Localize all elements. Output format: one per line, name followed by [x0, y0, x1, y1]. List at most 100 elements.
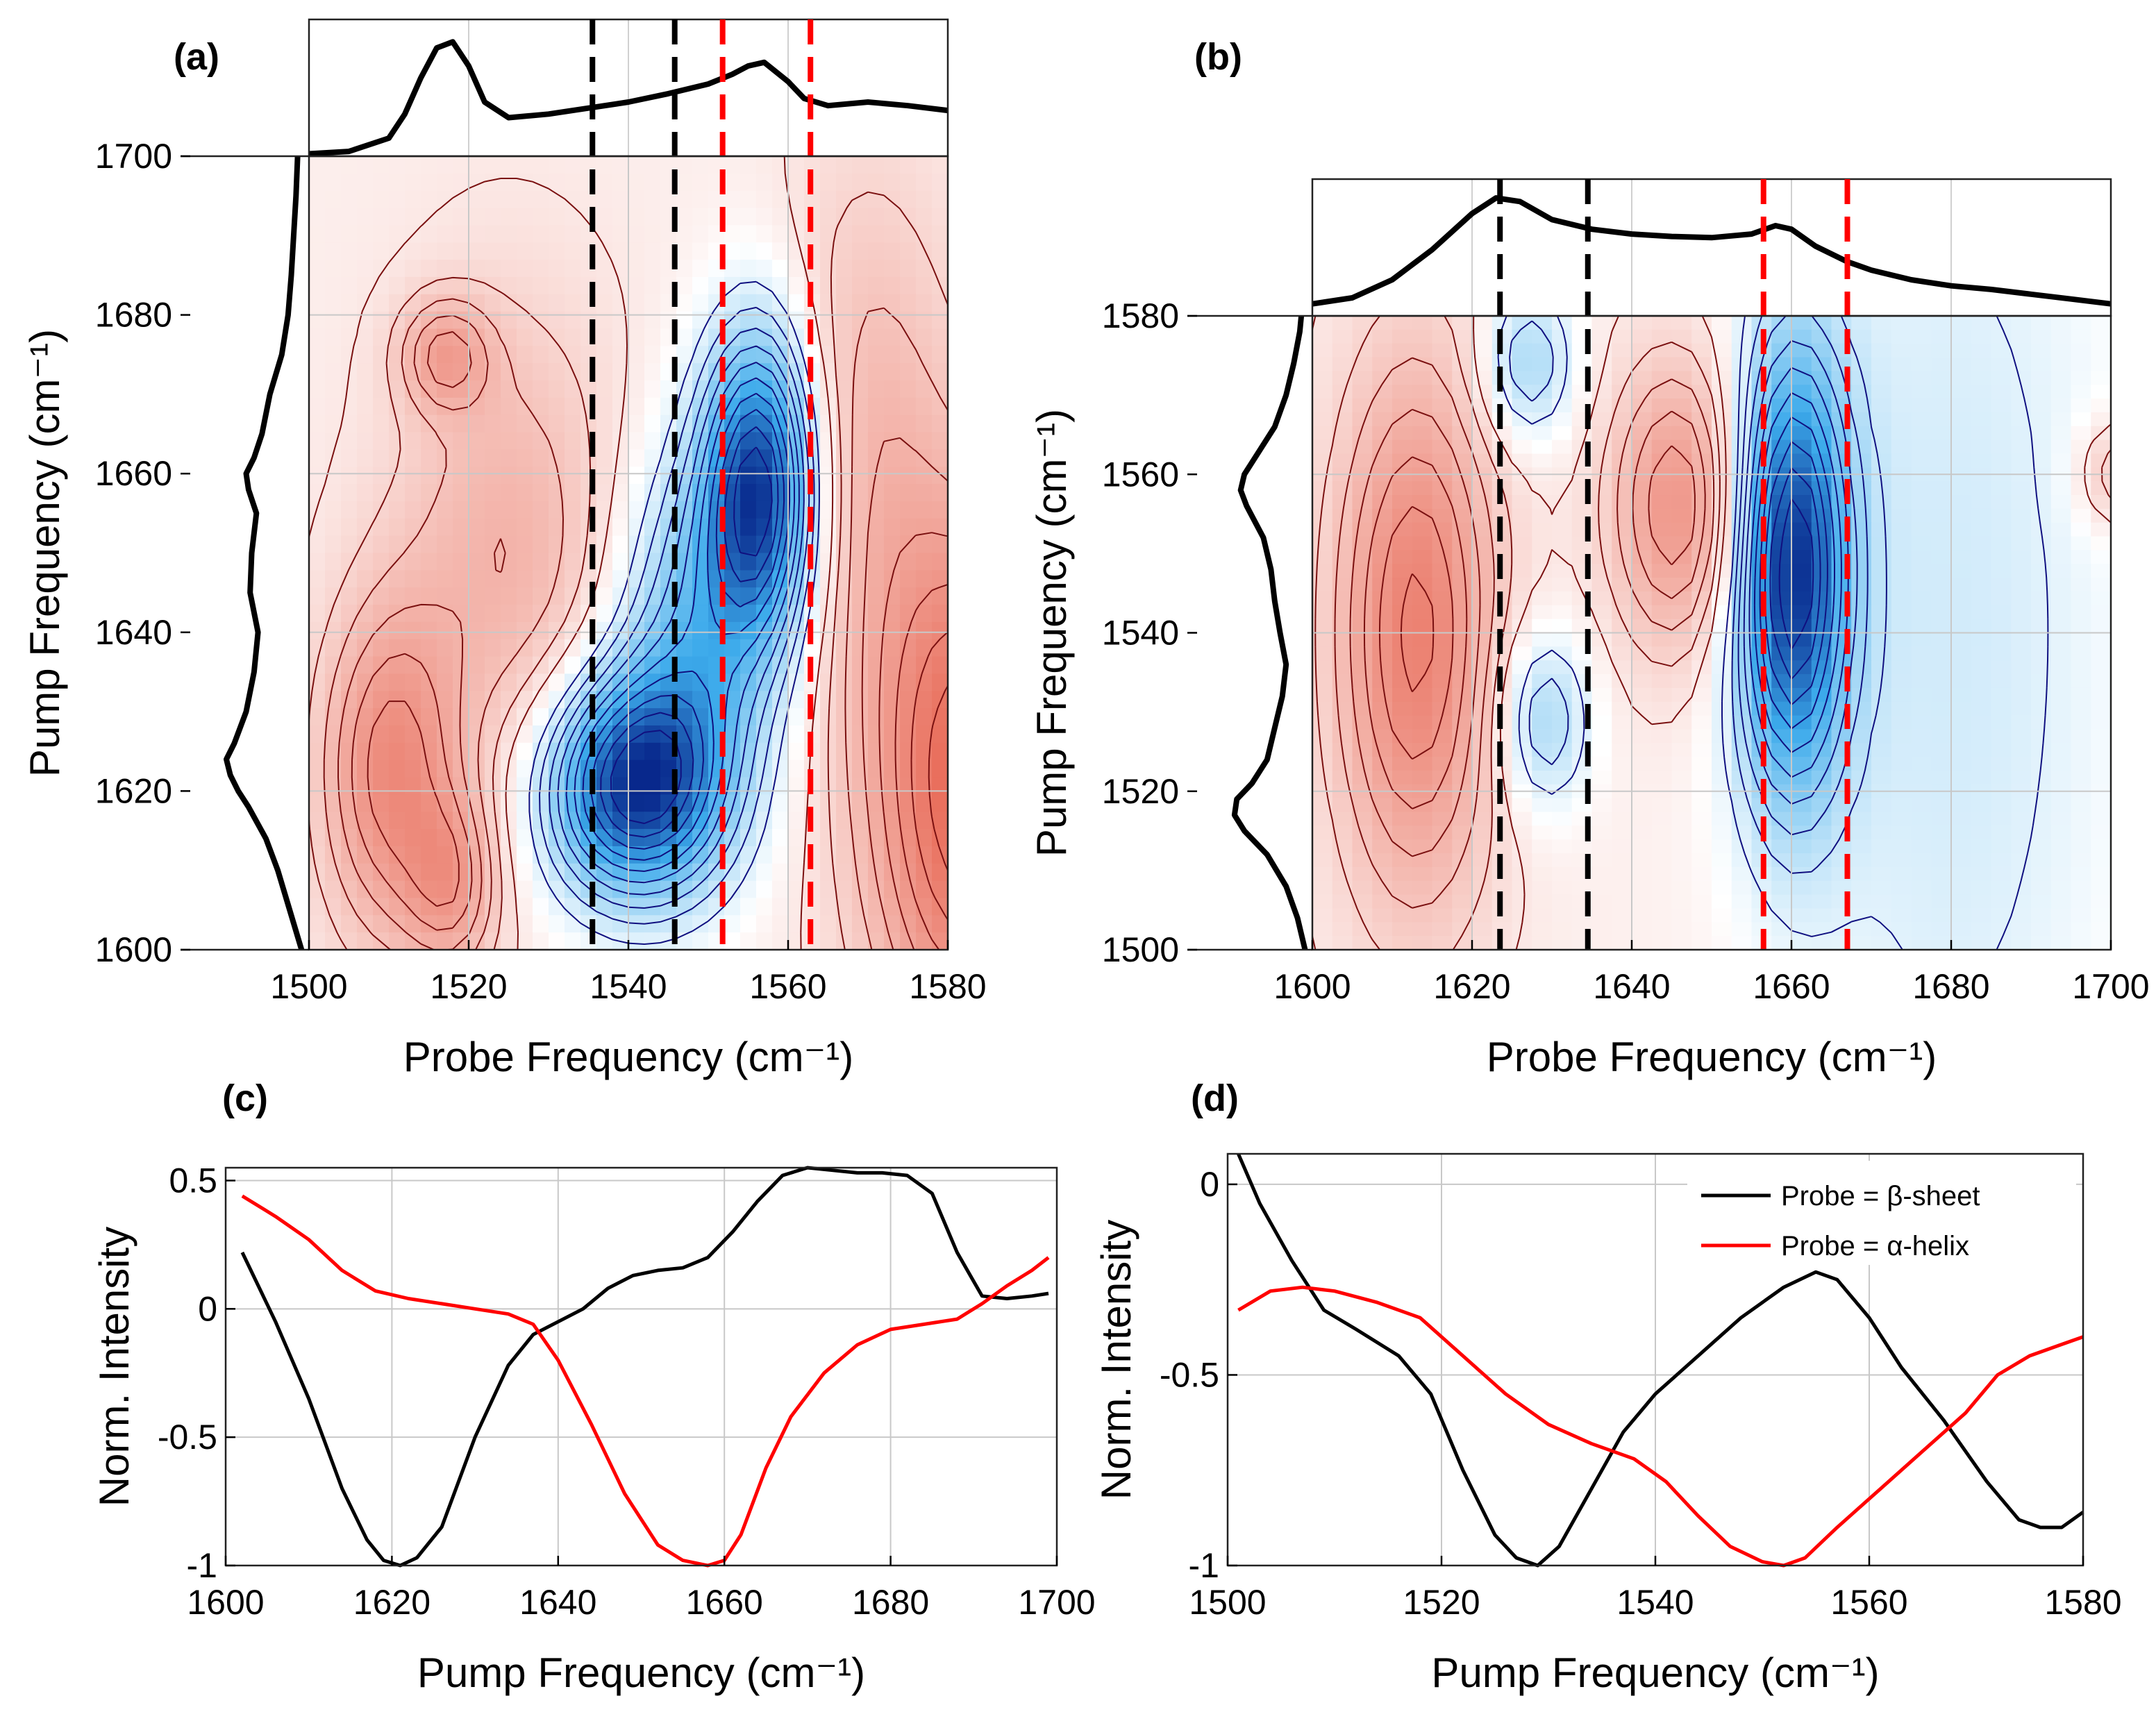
panel-b-heat-cell — [1971, 660, 1992, 675]
panel-a-heat-cell — [309, 294, 326, 312]
panel-a-heat-cell — [836, 432, 853, 451]
panel-b-heat-cell — [1332, 812, 1353, 827]
panel-b-heat-cell — [1412, 922, 1433, 937]
panel-b-heat-cell — [1651, 853, 1673, 868]
panel-a-heat-cell — [389, 346, 406, 364]
panel-a-heat-cell — [453, 449, 469, 468]
panel-a-heat-cell — [740, 673, 757, 692]
panel-a-heat-cell — [357, 898, 374, 916]
panel-b-heat-cell — [1412, 743, 1433, 757]
panel-b-heat-cell — [1352, 481, 1373, 496]
panel-b-heat-cell — [1512, 853, 1533, 868]
panel-b-heat-cell — [2031, 936, 2052, 950]
panel-a-heat-cell — [389, 276, 406, 295]
panel-b-heat-cell — [1712, 922, 1732, 937]
panel-a-heat-cell — [628, 725, 645, 744]
panel-b-heat-cell — [1651, 729, 1673, 744]
panel-a-heat-cell — [437, 311, 453, 330]
panel-a-heat-cell — [373, 708, 390, 726]
panel-b-heat-cell — [1771, 453, 1792, 469]
panel-a-heat-cell — [884, 380, 901, 398]
panel-b-heat-cell — [1352, 591, 1373, 606]
panel-a-heat-cell — [325, 501, 342, 519]
panel-a-heat-cell — [900, 432, 917, 451]
panel-a-heat-cell — [852, 846, 869, 864]
panel-a-heat-cell — [485, 708, 501, 726]
panel-a-heat-cell — [692, 898, 709, 916]
panel-a-heat-cell — [724, 484, 741, 502]
panel-b-heat-cell — [2011, 922, 2032, 937]
panel-a-heat-cell — [852, 829, 869, 847]
panel-a-xtick-label-2: 1540 — [590, 967, 667, 1006]
panel-b-heat-cell — [1472, 770, 1493, 785]
panel-b-heat-cell — [1352, 508, 1373, 523]
panel-b-heat-cell — [2031, 426, 2052, 441]
panel-b-heat-cell — [1612, 481, 1632, 496]
panel-b-heat-cell — [2011, 550, 2032, 565]
panel-b-heat-cell — [1671, 839, 1693, 854]
panel-b-heat-cell — [1591, 701, 1613, 716]
panel-a-heat-cell — [900, 449, 917, 468]
panel-b-heat-cell — [1552, 770, 1573, 785]
panel-b-heat-cell — [1991, 329, 2012, 344]
panel-a-heat-cell — [628, 501, 645, 519]
panel-b-heat-cell — [1632, 674, 1653, 689]
panel-b-heat-cell — [1512, 770, 1533, 785]
panel-b-heat-cell — [1791, 866, 1812, 882]
panel-b-heat-cell — [1412, 398, 1433, 413]
panel-b-heat-cell — [2050, 439, 2072, 455]
panel-a-heat-cell — [900, 467, 917, 485]
panel-b-heat-cell — [2050, 798, 2072, 813]
panel-b-heat-cell — [1612, 757, 1632, 771]
panel-a-heat-cell — [517, 691, 533, 709]
panel-a-heat-cell — [836, 484, 853, 502]
panel-b-heat-cell — [1432, 853, 1453, 868]
panel-a-heat-cell — [549, 225, 565, 244]
panel-b-heat-cell — [1651, 866, 1673, 882]
panel-a-contour-13 — [557, 345, 805, 896]
panel-b-heat-cell — [1971, 687, 1992, 703]
panel-a-heat-cell — [740, 501, 757, 519]
panel-b-heat-cell — [1552, 508, 1573, 523]
panel-b-heat-cell — [1991, 908, 2012, 923]
panel-b-heat-cell — [2011, 715, 2032, 730]
panel-a-heat-cell — [916, 673, 933, 692]
panel-b-heat-cell — [1931, 880, 1952, 896]
panel-a-heat-cell — [884, 397, 901, 416]
panel-b-heat-cell — [1991, 426, 2012, 441]
panel-a-heat-cell — [517, 915, 533, 933]
panel-b-heat-cell — [1372, 880, 1393, 896]
panel-a-heat-cell — [469, 467, 485, 485]
panel-a-heat-cell — [820, 294, 837, 312]
panel-b-heat-cell — [1871, 908, 1892, 923]
panel-b-heat-cell — [1392, 550, 1413, 565]
panel-b-heat-cell — [1671, 343, 1693, 358]
panel-a-xtick-label-3: 1560 — [749, 967, 826, 1006]
panel-a-heat-cell — [884, 484, 901, 502]
panel-b-heat-cell — [1851, 439, 1872, 455]
panel-b-heat-cell — [1372, 908, 1393, 923]
panel-b-heat-cell — [1931, 564, 1952, 578]
panel-b-heat-cell — [1791, 619, 1812, 634]
panel-b-heat-cell — [1332, 729, 1353, 744]
panel-a-heat-cell — [868, 276, 885, 295]
panel-b-heat-cell — [1712, 619, 1732, 634]
panel-b-heat-cell — [1392, 936, 1413, 950]
panel-b-heat-cell — [1971, 853, 1992, 868]
panel-a-heat-cell — [501, 777, 517, 796]
panel-a-heat-cell — [612, 225, 629, 244]
panel-a-heat-cell — [916, 846, 933, 864]
panel-b-heat-cell — [1691, 825, 1712, 841]
panel-b-heat-cell — [1512, 701, 1533, 716]
panel-b-heat-cell — [1871, 880, 1892, 896]
panel-a-heat-cell — [421, 449, 437, 468]
panel-a-heat-cell — [676, 846, 693, 864]
panel-b-heat-cell — [1891, 371, 1912, 386]
panel-b-heat-cell — [1332, 605, 1353, 620]
panel-a-heat-cell — [644, 156, 661, 174]
panel-a-heat-cell — [628, 553, 645, 571]
panel-b-heat-cell — [2031, 660, 2052, 675]
panel-b-heat-cell — [1871, 839, 1892, 854]
panel-b-heat-cell — [1971, 825, 1992, 841]
panel-b-heat-cell — [1512, 578, 1533, 592]
